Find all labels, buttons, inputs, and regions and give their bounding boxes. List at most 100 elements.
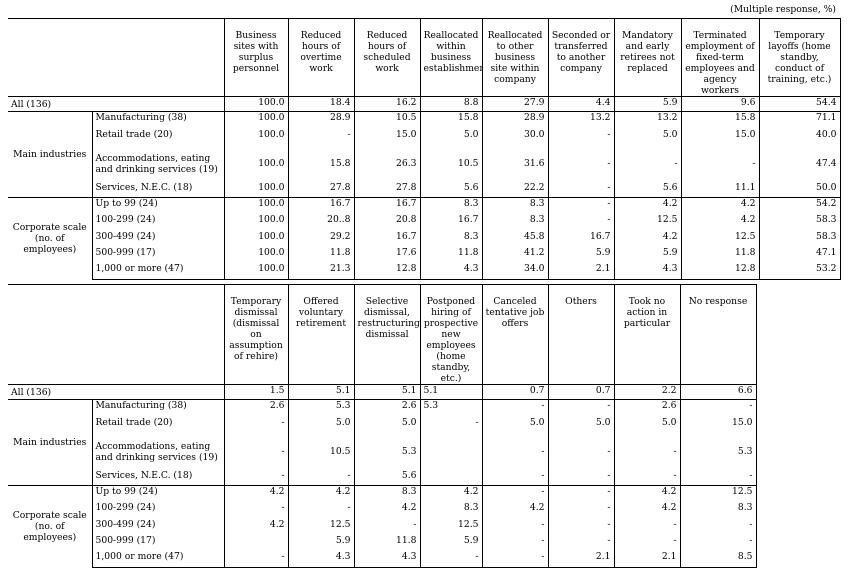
cell: 16.7 xyxy=(353,230,420,247)
cell: 30.0 xyxy=(481,128,548,146)
cell: 2.1 xyxy=(547,550,614,568)
cell: - xyxy=(547,399,614,417)
cell: 16.7 xyxy=(287,197,354,214)
table-row: 100-299 (24) - - 4.2 8.3 4.2 - 4.2 8.3 xyxy=(8,501,757,519)
cell: 100.0 xyxy=(223,262,288,280)
cell: 12.5 xyxy=(680,230,759,247)
cell: 4.2 xyxy=(223,518,288,535)
cell: 5.9 xyxy=(613,246,681,263)
cell: 27.9 xyxy=(481,96,548,112)
cell: - xyxy=(613,534,680,551)
table-row: 300-499 (24) 4.2 12.5 - 12.5 - - - - xyxy=(8,518,757,535)
row-label: 500-999 (17) xyxy=(91,534,224,551)
cell: - xyxy=(547,128,614,146)
cell: - xyxy=(481,534,548,551)
cell: 10.5 xyxy=(287,433,354,470)
row-label: 500-999 (17) xyxy=(91,246,224,263)
cell: 4.2 xyxy=(680,197,759,214)
cell: 71.1 xyxy=(758,111,841,129)
table-row: 300-499 (24) 100.0 29.2 16.7 8.3 45.8 16… xyxy=(8,230,841,247)
cell: 8.3 xyxy=(419,501,482,519)
cell: - xyxy=(547,501,614,519)
table-row: 1,000 or more (47) 100.0 21.3 12.8 4.3 3… xyxy=(8,262,841,280)
row-label: Retail trade (20) xyxy=(91,128,224,146)
cell: 10.5 xyxy=(419,145,482,182)
cell: 5.0 xyxy=(287,416,354,434)
cell: 20..8 xyxy=(287,213,354,231)
cell: - xyxy=(481,485,548,502)
row-label: Accommodations, eating and drinking serv… xyxy=(91,433,224,470)
cell: 5.6 xyxy=(419,181,482,198)
table-row: Accommodations, eating and drinking serv… xyxy=(8,145,841,182)
col-header: Reduced hours of scheduled work xyxy=(353,18,420,97)
row-label: Up to 99 (24) xyxy=(91,197,224,214)
cell: - xyxy=(547,518,614,535)
cell: 15.8 xyxy=(287,145,354,182)
cell: - xyxy=(481,518,548,535)
cell: 4.2 xyxy=(613,501,680,519)
cell: 4.2 xyxy=(613,230,681,247)
cell: 9.6 xyxy=(680,96,759,112)
cell: - xyxy=(613,469,680,486)
cell: 4.2 xyxy=(223,485,288,502)
cell: 5.1 xyxy=(419,384,482,400)
cell: 16.2 xyxy=(353,96,420,112)
cell: - xyxy=(547,181,614,198)
col-header: Mandatory and early retirees not replace… xyxy=(613,18,681,97)
cell: 2.6 xyxy=(613,399,680,417)
cell: 8.8 xyxy=(419,96,482,112)
table-row: Corporate scale (no. of employees) Up to… xyxy=(8,485,757,568)
cell: 18.4 xyxy=(287,96,354,112)
col-header: Seconded or transferred to another compa… xyxy=(547,18,614,97)
col-header: Temporary layoffs (home standby, conduct… xyxy=(758,18,841,97)
col-header: Selective dismissal, restructuring dismi… xyxy=(353,284,420,385)
cell: 0.7 xyxy=(547,384,614,400)
cell: 4.2 xyxy=(613,485,680,502)
col-header: Postponed hiring of prospective new empl… xyxy=(419,284,482,385)
cell: 8.5 xyxy=(679,550,757,568)
cell: 4.2 xyxy=(419,485,482,502)
cell: 5.0 xyxy=(547,416,614,434)
cell: - xyxy=(223,469,288,486)
col-header: Others xyxy=(547,284,614,385)
cell: 11.8 xyxy=(419,246,482,263)
col-header: Canceled tentative job offers xyxy=(481,284,548,385)
cell xyxy=(223,534,288,551)
cell: 12.5 xyxy=(613,213,681,231)
row-label: All (136) xyxy=(11,99,52,110)
cell: 5.6 xyxy=(613,181,681,198)
table-row: 1,000 or more (47) - 4.3 4.3 - - 2.1 2.1… xyxy=(8,550,757,568)
cell: 16.7 xyxy=(547,230,614,247)
cell: 17.6 xyxy=(353,246,420,263)
table-row: Services, N.E.C. (18) - - 5.6 - - - - xyxy=(8,469,757,486)
cell: 15.0 xyxy=(353,128,420,146)
cell: - xyxy=(547,534,614,551)
cell: 8.3 xyxy=(481,213,548,231)
row-label: 100-299 (24) xyxy=(91,213,224,231)
cell: 4.3 xyxy=(287,550,354,568)
cell: - xyxy=(419,550,482,568)
cell: - xyxy=(680,145,759,182)
cell: 41.2 xyxy=(481,246,548,263)
cell: 26.3 xyxy=(353,145,420,182)
cell: - xyxy=(547,469,614,486)
cell: 34.0 xyxy=(481,262,548,280)
cell: 5.3 xyxy=(679,433,757,470)
cell: - xyxy=(287,501,354,519)
cell: - xyxy=(679,518,757,535)
cell: 11.1 xyxy=(680,181,759,198)
row-label: Services, N.E.C. (18) xyxy=(91,469,224,486)
cell: 5.1 xyxy=(287,384,354,400)
row-label: 300-499 (24) xyxy=(91,230,224,247)
row-label: Manufacturing (38) xyxy=(91,399,224,417)
cell: 4.2 xyxy=(481,501,548,519)
table-row: Accommodations, eating and drinking serv… xyxy=(8,433,757,470)
cell: - xyxy=(419,416,482,434)
cell: - xyxy=(547,213,614,231)
cell: 100.0 xyxy=(223,213,288,231)
cell: - xyxy=(679,534,757,551)
cell: - xyxy=(613,433,680,470)
cell: 54.2 xyxy=(758,197,841,214)
cell: 5.9 xyxy=(547,246,614,263)
cell: 5.9 xyxy=(287,534,354,551)
